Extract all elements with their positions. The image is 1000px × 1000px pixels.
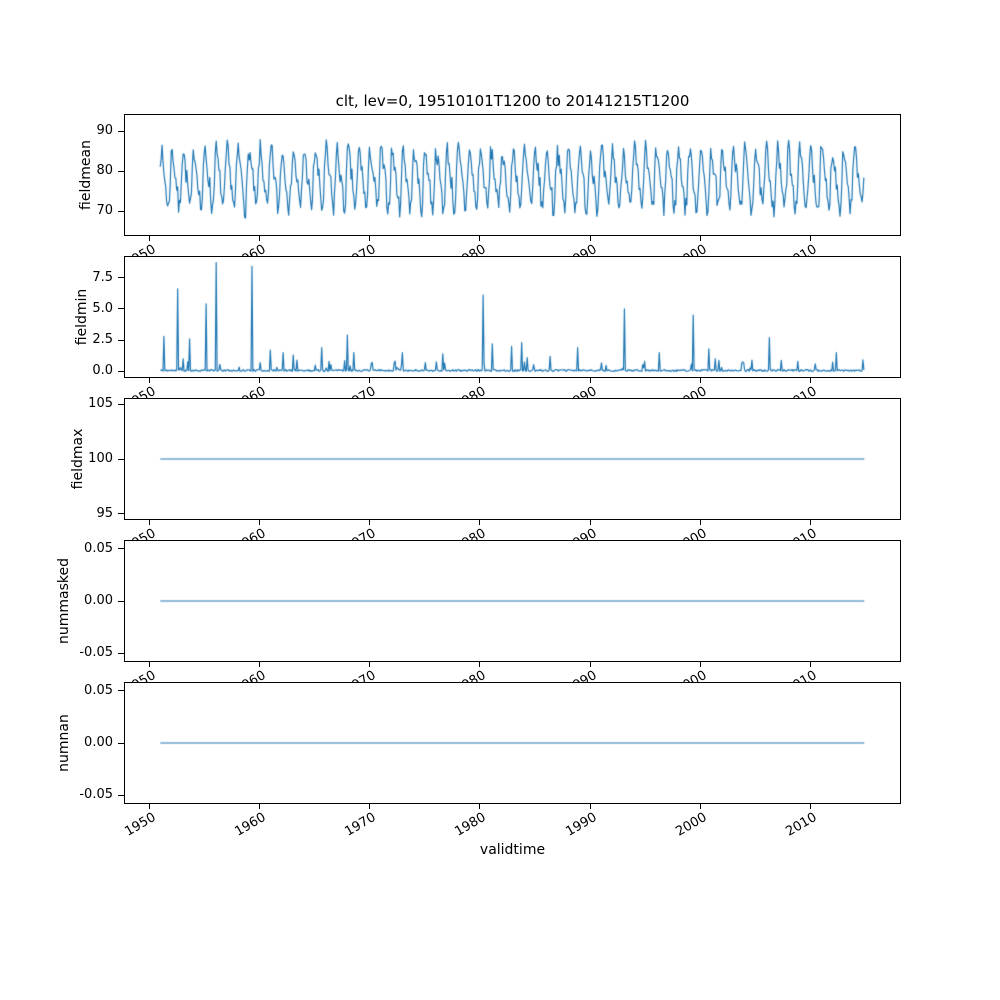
- x-tick-label: 1960: [232, 810, 269, 840]
- x-tick-mark: [149, 520, 151, 525]
- x-tick-label: 1990: [562, 810, 600, 840]
- y-tick-mark: [118, 794, 124, 796]
- y-tick-label: 0.00: [84, 735, 113, 750]
- y-tick-mark: [118, 458, 124, 460]
- subplot-canvas-nummasked: [125, 541, 900, 661]
- x-tick-mark: [809, 662, 811, 667]
- subplot-canvas-fieldmean: [125, 115, 900, 235]
- x-tick-mark: [699, 520, 701, 525]
- y-tick-label: 70: [96, 203, 113, 218]
- x-tick-mark: [589, 378, 591, 383]
- y-tick-label: 95: [96, 505, 113, 521]
- y-tick-label: -0.05: [79, 645, 113, 661]
- y-axis-label-numnan: numnan: [56, 714, 72, 772]
- x-axis-label: validtime: [479, 842, 546, 858]
- subplot-canvas-numnan: [125, 683, 900, 803]
- x-tick-label: 1950: [122, 810, 159, 840]
- y-tick-label: 0.05: [84, 540, 113, 556]
- chart-title: clt, lev=0, 19510101T1200 to 20141215T12…: [335, 92, 690, 110]
- x-tick-mark: [699, 804, 701, 809]
- x-tick-mark: [809, 804, 811, 809]
- x-tick-label: 2000: [672, 810, 710, 840]
- subplot-fieldmean: [124, 114, 901, 236]
- x-tick-mark: [369, 520, 371, 525]
- subplot-canvas-fieldmin: [125, 257, 900, 377]
- x-tick-mark: [369, 236, 371, 241]
- y-tick-mark: [118, 370, 124, 372]
- y-tick-label: 7.5: [92, 269, 113, 285]
- y-tick-mark: [118, 339, 124, 341]
- x-tick-mark: [149, 804, 151, 809]
- x-tick-mark: [589, 236, 591, 241]
- x-tick-mark: [589, 662, 591, 667]
- x-tick-mark: [149, 662, 151, 667]
- y-tick-mark: [118, 690, 124, 692]
- x-tick-mark: [809, 520, 811, 525]
- x-tick-mark: [479, 804, 481, 809]
- y-tick-label: 0.0: [92, 363, 113, 379]
- y-tick-mark: [118, 210, 124, 212]
- y-tick-label: 0.00: [84, 593, 113, 608]
- x-tick-mark: [479, 662, 481, 667]
- x-tick-label: 1970: [342, 810, 379, 840]
- x-tick-mark: [259, 662, 261, 667]
- y-tick-mark: [118, 170, 124, 172]
- subplot-fieldmin: [124, 256, 901, 378]
- y-axis-label-fieldmin: fieldmin: [74, 288, 90, 346]
- subplot-numnan: [124, 682, 901, 804]
- x-tick-mark: [589, 520, 591, 525]
- y-tick-label: 105: [88, 396, 113, 412]
- x-tick-mark: [259, 236, 261, 241]
- y-tick-label: 80: [96, 163, 113, 178]
- y-tick-mark: [118, 652, 124, 654]
- subplot-canvas-fieldmax: [125, 399, 900, 519]
- x-tick-mark: [479, 520, 481, 525]
- x-tick-mark: [259, 804, 261, 809]
- x-tick-mark: [809, 378, 811, 383]
- y-axis-label-fieldmax: fieldmax: [70, 428, 86, 490]
- y-tick-mark: [118, 742, 124, 744]
- x-tick-mark: [259, 520, 261, 525]
- y-tick-mark: [118, 277, 124, 279]
- y-tick-mark: [118, 548, 124, 550]
- y-tick-label: 90: [96, 123, 113, 138]
- y-tick-label: 5.0: [92, 300, 113, 316]
- x-tick-mark: [589, 804, 591, 809]
- x-tick-mark: [699, 378, 701, 383]
- x-tick-label: 1980: [452, 810, 489, 840]
- y-tick-mark: [118, 513, 124, 515]
- x-tick-mark: [699, 662, 701, 667]
- y-tick-label: -0.05: [79, 787, 113, 803]
- y-tick-mark: [118, 308, 124, 310]
- x-tick-mark: [259, 378, 261, 383]
- y-tick-label: 2.5: [92, 332, 113, 348]
- y-tick-mark: [118, 130, 124, 132]
- x-tick-mark: [809, 236, 811, 241]
- x-tick-mark: [369, 804, 371, 809]
- x-tick-mark: [479, 236, 481, 241]
- x-tick-mark: [149, 236, 151, 241]
- x-tick-mark: [479, 378, 481, 383]
- subplot-fieldmax: [124, 398, 901, 520]
- y-axis-label-fieldmean: fieldmean: [78, 140, 94, 210]
- y-tick-label: 0.05: [84, 682, 113, 698]
- y-axis-label-nummasked: nummasked: [56, 557, 72, 645]
- x-tick-mark: [369, 378, 371, 383]
- x-tick-label: 2010: [783, 810, 820, 840]
- x-tick-mark: [149, 378, 151, 383]
- y-tick-mark: [118, 600, 124, 602]
- subplot-nummasked: [124, 540, 901, 662]
- x-tick-mark: [699, 236, 701, 241]
- y-tick-label: 100: [88, 451, 113, 466]
- x-tick-mark: [369, 662, 371, 667]
- y-tick-mark: [118, 403, 124, 405]
